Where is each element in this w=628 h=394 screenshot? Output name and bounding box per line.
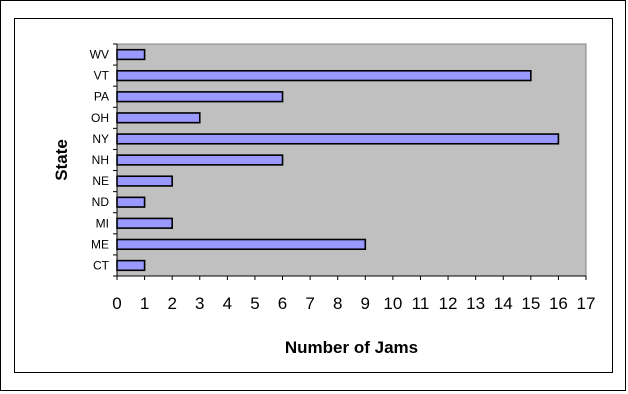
bar-me (116, 238, 367, 251)
chart-area (14, 18, 613, 373)
x-tick-label-12: 12 (439, 294, 458, 313)
bar-nh (116, 154, 284, 166)
y-tick-label-me: ME (91, 237, 109, 251)
x-tick-label-4: 4 (223, 294, 232, 313)
y-tick-label-oh: OH (91, 111, 109, 125)
bar-mi (116, 217, 173, 229)
x-tick-label-15: 15 (521, 294, 540, 313)
y-tick-label-mi: MI (96, 216, 109, 230)
x-tick-label-11: 11 (412, 294, 430, 313)
bar-oh (116, 112, 201, 124)
bar-ne (116, 175, 173, 187)
x-tick-label-1: 1 (140, 294, 149, 313)
y-tick-label-nh: NH (92, 153, 109, 167)
bar-pa (116, 91, 284, 103)
y-axis-ticks: CT ME MI ND NE NH NY OH PA VT WV (90, 43, 117, 277)
bar-wv (116, 48, 146, 61)
bar-vt (116, 69, 532, 82)
y-tick-label-wv: WV (90, 48, 109, 62)
x-tick-label-10: 10 (383, 294, 402, 313)
y-tick-label-ct: CT (93, 258, 110, 272)
bar-ny (116, 133, 560, 145)
y-tick-label-ny: NY (92, 132, 109, 146)
x-tick-label-16: 16 (549, 294, 568, 313)
x-tick-label-6: 6 (278, 294, 287, 313)
x-tick-label-3: 3 (195, 294, 204, 313)
bar-ct (116, 259, 146, 272)
x-tick-label-9: 9 (361, 294, 370, 313)
x-tick-label-8: 8 (333, 294, 342, 313)
y-tick-label-ne: NE (92, 174, 109, 188)
x-tick-label-13: 13 (466, 294, 485, 313)
x-tick-label-14: 14 (494, 294, 513, 313)
y-tick-label-pa: PA (94, 90, 109, 104)
x-axis-title: Number of Jams (285, 338, 418, 357)
y-tick-label-vt: VT (94, 69, 110, 83)
x-tick-label-2: 2 (167, 294, 176, 313)
y-tick-label-nd: ND (92, 195, 110, 209)
bar-nd (116, 196, 146, 208)
x-tick-label-17: 17 (577, 294, 596, 313)
x-tick-label-7: 7 (305, 294, 314, 313)
x-axis-ticks: 0 1 2 3 4 5 6 7 8 9 10 11 12 13 14 15 16 17 (112, 276, 595, 313)
y-axis-title: State (52, 139, 71, 181)
x-tick-label-0: 0 (112, 294, 121, 313)
x-tick-label-5: 5 (250, 294, 259, 313)
